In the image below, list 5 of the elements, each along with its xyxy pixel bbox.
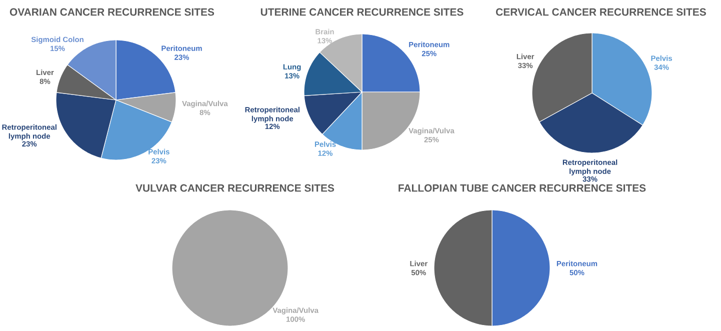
chart-title: VULVAR CANCER RECURRENCE SITES <box>136 184 334 192</box>
chart-title: OVARIAN CANCER RECURRENCE SITES <box>10 8 214 16</box>
chart-title: FALLOPIAN TUBE CANCER RECURRENCE SITES <box>398 184 646 192</box>
chart-title: CERVICAL CANCER RECURRENCE SITES <box>496 8 706 16</box>
chart-title: UTERINE CANCER RECURRENCE SITES <box>260 8 464 16</box>
